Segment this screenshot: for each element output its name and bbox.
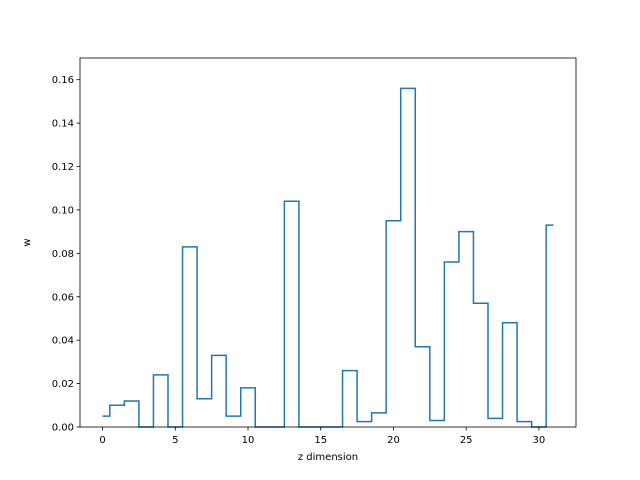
y-tick-label: 0.12 [52, 162, 74, 173]
y-tick-label: 0.04 [52, 336, 74, 347]
y-tick-label: 0.00 [52, 423, 74, 434]
x-tick-label: 15 [314, 435, 327, 446]
y-tick-label: 0.16 [52, 75, 74, 86]
y-tick-label: 0.10 [52, 205, 74, 216]
y-tick-label: 0.08 [52, 249, 74, 260]
x-tick-label: 5 [172, 435, 178, 446]
x-axis-label: z dimension [298, 452, 358, 463]
ticks-layer: 0 5 10 15 20 25 30 0.00 0.02 0.04 0.06 0.08 0.10 0.12… [52, 75, 546, 446]
x-tick-label: 30 [533, 435, 546, 446]
y-axis-label: w [22, 238, 33, 246]
y-tick-label: 0.02 [52, 379, 74, 390]
x-tick-label: 25 [460, 435, 473, 446]
axes-frame [79, 57, 577, 428]
y-tick-label: 0.06 [52, 292, 74, 303]
y-tick-label: 0.14 [52, 119, 74, 130]
x-tick-label: 10 [242, 435, 255, 446]
x-tick-label: 20 [387, 435, 400, 446]
x-tick-label: 0 [99, 435, 105, 446]
